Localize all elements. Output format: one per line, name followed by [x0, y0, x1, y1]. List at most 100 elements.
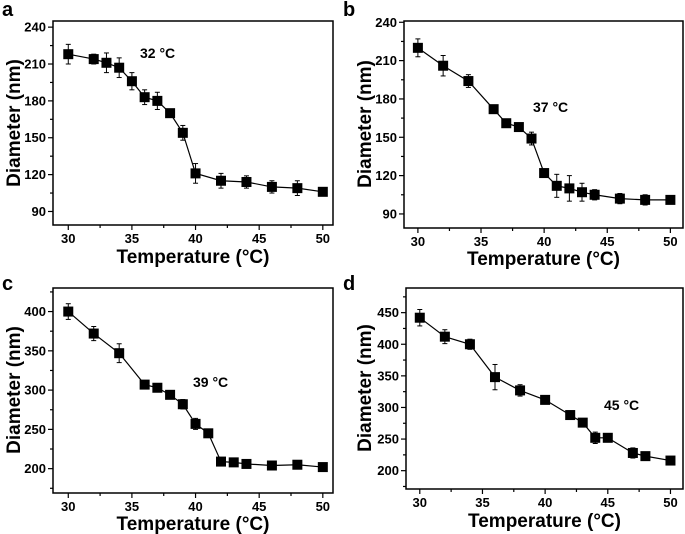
data-point	[266, 460, 277, 471]
data-point	[565, 410, 576, 421]
y-tick-label: 450	[377, 305, 399, 320]
panel-label: c	[2, 273, 13, 295]
data-point	[665, 194, 676, 205]
panel-b: b 30 35 40 45 50 90 120 150 180 210 240 Temperature …	[343, 0, 684, 270]
data-point	[464, 339, 475, 350]
data-point	[190, 168, 201, 179]
x-axis-label: Temperature (°C)	[468, 511, 621, 532]
y-tick-label: 250	[24, 422, 46, 437]
y-tick-label: 180	[375, 91, 397, 106]
data-point	[292, 183, 303, 194]
x-tick-label: 50	[316, 499, 330, 514]
y-tick-label: 400	[377, 337, 399, 352]
annotation: 37 °C	[533, 99, 568, 115]
x-tick-label: 45	[600, 234, 614, 249]
y-axis-label: Diameter (nm)	[355, 324, 376, 452]
y-tick-label: 400	[24, 304, 46, 319]
data-point	[489, 372, 500, 383]
x-tick-label: 40	[537, 234, 551, 249]
y-tick-label: 350	[377, 368, 399, 383]
y-tick-label: 180	[24, 93, 46, 108]
panel-d: d 30 35 40 45 50 200 250 300 350 400 450 Temperature…	[343, 273, 684, 532]
data-point	[627, 447, 638, 458]
panel-label: d	[343, 273, 355, 295]
x-tick-label: 40	[188, 499, 202, 514]
y-tick-label: 250	[377, 432, 399, 447]
data-point	[126, 76, 137, 87]
data-point	[665, 455, 676, 466]
data-point	[152, 95, 163, 106]
data-point	[414, 312, 425, 323]
panel-label: a	[2, 0, 14, 21]
x-tick-label: 35	[475, 495, 489, 510]
data-point	[551, 180, 562, 191]
data-point	[513, 122, 524, 133]
data-point	[292, 459, 303, 470]
data-point	[241, 176, 252, 187]
data-point	[317, 186, 328, 197]
y-tick-label: 120	[375, 168, 397, 183]
y-tick-label: 90	[32, 204, 46, 219]
y-tick-label: 200	[377, 463, 399, 478]
data-point	[412, 42, 423, 53]
data-point	[152, 382, 163, 393]
data-point	[438, 60, 449, 71]
data-point	[88, 328, 99, 339]
annotation: 45 °C	[604, 397, 639, 413]
plot-frame	[403, 20, 684, 229]
x-tick-label: 30	[411, 234, 425, 249]
data-point	[165, 108, 176, 119]
data-point	[216, 456, 226, 467]
data-point	[317, 462, 328, 473]
x-tick-label: 40	[538, 495, 552, 510]
data-point	[241, 458, 252, 469]
plot-frame	[52, 20, 334, 226]
data-point	[515, 385, 526, 396]
data-point	[488, 104, 499, 115]
y-tick-label: 120	[24, 167, 46, 182]
data-point	[589, 189, 600, 200]
x-tick-label: 35	[125, 231, 139, 246]
data-point	[216, 175, 226, 186]
y-tick-label: 350	[24, 343, 46, 358]
annotation: 32 °C	[140, 45, 175, 61]
x-tick-label: 45	[601, 495, 615, 510]
data-point	[101, 57, 112, 68]
data-point	[602, 432, 613, 443]
data-point	[640, 451, 651, 462]
y-tick-label: 300	[377, 400, 399, 415]
x-tick-label: 30	[61, 231, 75, 246]
data-point	[577, 187, 588, 198]
annotation: 39 °C	[193, 374, 228, 390]
x-axis-label: Temperature (°C)	[117, 514, 270, 534]
data-point	[439, 331, 450, 342]
data-point	[564, 183, 575, 194]
panel-a: a 30 35 40 45 50 90 120 150 180 210 240 Temperature …	[2, 0, 334, 268]
data-point	[501, 118, 512, 129]
data-point	[177, 399, 188, 410]
x-tick-label: 35	[474, 234, 488, 249]
y-tick-label: 240	[24, 20, 46, 35]
x-axis-label: Temperature (°C)	[467, 249, 620, 270]
data-point	[266, 181, 277, 192]
data-point	[177, 127, 188, 138]
x-tick-label: 50	[316, 231, 330, 246]
y-tick-label: 150	[24, 130, 46, 145]
y-tick-label: 300	[24, 383, 46, 398]
data-point	[526, 133, 537, 144]
x-tick-label: 50	[663, 495, 677, 510]
y-tick-label: 210	[24, 57, 46, 72]
data-point	[63, 306, 74, 317]
y-tick-label: 210	[375, 53, 397, 68]
y-tick-label: 90	[383, 206, 397, 221]
y-axis-label: Diameter (nm)	[355, 60, 376, 188]
x-tick-label: 30	[413, 495, 427, 510]
data-point	[590, 432, 601, 443]
data-point	[165, 389, 176, 400]
x-tick-label: 40	[188, 231, 202, 246]
data-point	[139, 92, 150, 103]
data-point	[88, 54, 99, 65]
data-point	[63, 49, 74, 60]
x-tick-label: 35	[125, 499, 139, 514]
